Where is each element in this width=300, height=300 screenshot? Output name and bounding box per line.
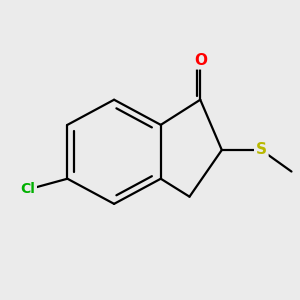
Text: O: O xyxy=(194,53,207,68)
Text: S: S xyxy=(256,142,267,158)
Text: Cl: Cl xyxy=(20,182,35,197)
